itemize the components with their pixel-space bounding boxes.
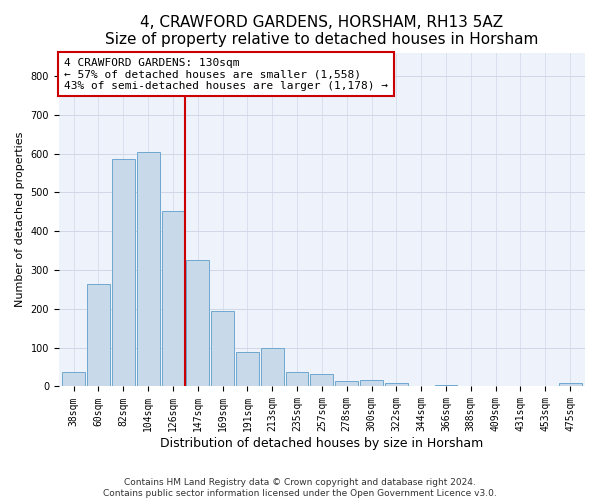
Bar bbox=[187, 260, 209, 386]
Bar bbox=[236, 352, 259, 386]
Bar bbox=[87, 284, 110, 386]
Bar bbox=[385, 382, 408, 386]
Bar bbox=[335, 381, 358, 386]
Title: 4, CRAWFORD GARDENS, HORSHAM, RH13 5AZ
Size of property relative to detached hou: 4, CRAWFORD GARDENS, HORSHAM, RH13 5AZ S… bbox=[105, 15, 539, 48]
Y-axis label: Number of detached properties: Number of detached properties bbox=[15, 132, 25, 308]
Bar bbox=[261, 348, 284, 387]
Bar bbox=[360, 380, 383, 386]
Bar bbox=[137, 152, 160, 386]
Bar bbox=[434, 384, 457, 386]
Bar bbox=[559, 384, 581, 386]
Text: 4 CRAWFORD GARDENS: 130sqm
← 57% of detached houses are smaller (1,558)
43% of s: 4 CRAWFORD GARDENS: 130sqm ← 57% of deta… bbox=[64, 58, 388, 91]
Text: Contains HM Land Registry data © Crown copyright and database right 2024.
Contai: Contains HM Land Registry data © Crown c… bbox=[103, 478, 497, 498]
Bar bbox=[62, 372, 85, 386]
Bar bbox=[211, 311, 234, 386]
X-axis label: Distribution of detached houses by size in Horsham: Distribution of detached houses by size … bbox=[160, 437, 484, 450]
Bar bbox=[286, 372, 308, 386]
Bar bbox=[112, 160, 135, 386]
Bar bbox=[310, 374, 334, 386]
Bar bbox=[161, 211, 184, 386]
